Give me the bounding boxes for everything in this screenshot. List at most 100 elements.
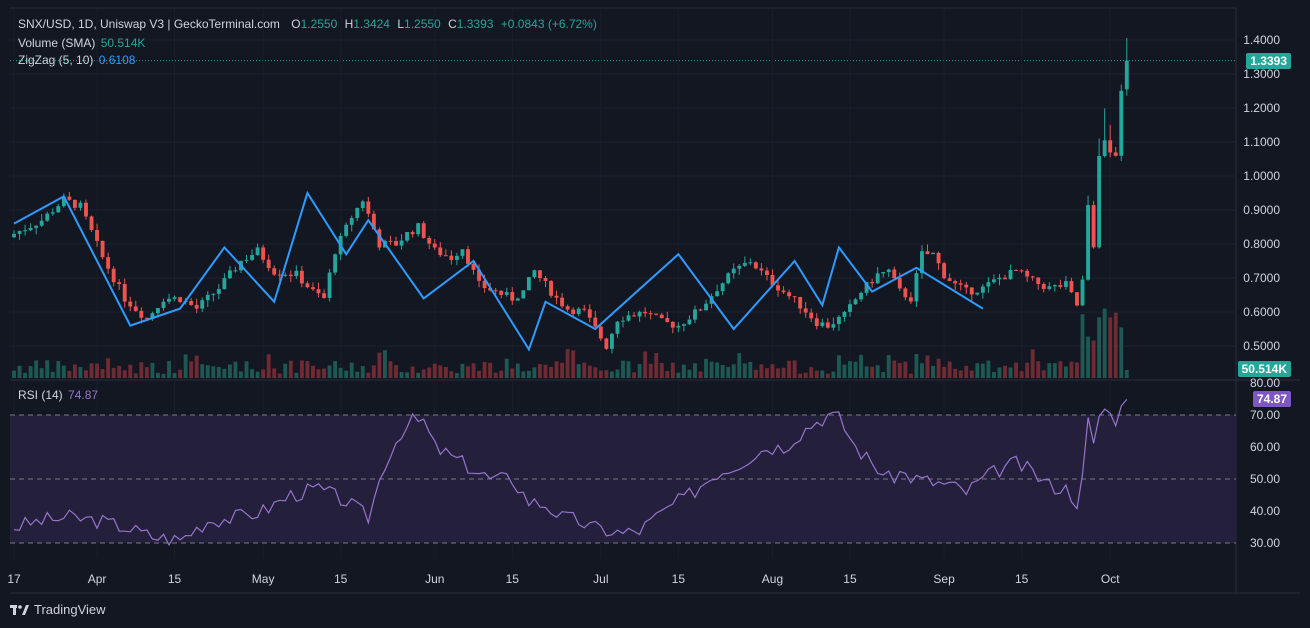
candle-body <box>704 303 708 311</box>
volume-bar <box>449 371 454 378</box>
rsi-tick-label: 30.00 <box>1250 536 1280 550</box>
volume-bar <box>543 364 548 378</box>
volume-bar <box>554 361 559 378</box>
candle-body <box>222 278 227 290</box>
volume-bar <box>360 366 365 378</box>
candle-body <box>676 325 681 328</box>
candle-body <box>532 270 537 278</box>
volume-bar <box>549 366 553 378</box>
volume-bar <box>139 362 144 378</box>
candle-body <box>681 324 686 326</box>
tradingview-logo[interactable]: TradingView <box>10 602 106 617</box>
volume-bar <box>704 358 708 378</box>
rsi-value: 74.87 <box>68 388 99 402</box>
volume-bar <box>969 370 974 378</box>
candle-body <box>327 272 332 298</box>
candle-body <box>842 311 847 317</box>
time-tick-label: 15 <box>843 572 857 586</box>
candle-body <box>848 304 852 312</box>
candle-body <box>288 274 293 277</box>
volume-bar <box>1036 361 1041 378</box>
zigzag-label: ZigZag (5, 10) <box>18 53 94 67</box>
candle-body <box>360 201 365 208</box>
volume-bar <box>659 362 664 378</box>
volume-bar <box>294 372 299 378</box>
candle-body <box>659 314 664 319</box>
rsi-tick-label: 60.00 <box>1250 440 1280 454</box>
candle-body <box>394 241 398 246</box>
candle-body <box>1063 281 1068 287</box>
volume-bar <box>482 361 487 378</box>
candle-body <box>670 321 675 328</box>
candle-body <box>870 281 875 284</box>
zigzag-legend[interactable]: ZigZag (5, 10) 0.6108 <box>18 53 135 67</box>
candle-body <box>56 206 61 213</box>
volume-bar <box>1080 314 1085 378</box>
candle-body <box>1036 277 1041 284</box>
volume-bar <box>980 363 985 378</box>
candle-body <box>576 308 581 314</box>
candle-body <box>831 324 836 328</box>
candle-body <box>731 268 736 274</box>
volume-bar <box>538 364 542 378</box>
candle-body <box>1014 270 1019 272</box>
candle-body <box>836 316 841 325</box>
volume-badge: 50.514K <box>1237 361 1291 377</box>
volume-bar <box>394 365 398 378</box>
candle-body <box>753 262 758 269</box>
volume-bar <box>654 353 659 378</box>
candle-body <box>12 233 16 238</box>
time-tick-label: Jul <box>593 572 608 586</box>
volume-bar <box>986 360 991 378</box>
volume-bar <box>327 365 332 378</box>
volume-bar <box>582 362 587 378</box>
volume-bar <box>72 364 77 378</box>
candle-body <box>255 247 260 256</box>
volume-bar <box>388 361 393 378</box>
volume-bar <box>892 360 897 378</box>
volume-bar <box>1030 349 1035 378</box>
candle-body <box>305 283 310 288</box>
candle-body <box>78 202 83 208</box>
candle-body <box>787 292 792 297</box>
volume-bar <box>194 355 199 378</box>
candle-body <box>538 270 542 279</box>
volume-bar <box>382 350 387 378</box>
candle-body <box>438 247 443 256</box>
candle-body <box>1025 270 1030 277</box>
candle-body <box>715 291 720 297</box>
volume-bar <box>770 364 775 378</box>
candle-body <box>1008 270 1013 280</box>
candle-body <box>106 257 111 269</box>
volume-bar <box>781 367 786 378</box>
volume-bar <box>67 370 72 378</box>
volume-bar <box>726 366 731 378</box>
zigzag-value: 0.6108 <box>98 53 136 67</box>
volume-bar <box>421 369 426 378</box>
candle-body <box>1041 283 1046 289</box>
candle-body <box>161 301 166 309</box>
volume-bar <box>1058 361 1063 378</box>
candle-body <box>1102 140 1107 156</box>
volume-bar <box>34 360 39 378</box>
volume-bar <box>825 373 830 378</box>
candle-body <box>89 216 94 231</box>
volume-bar <box>161 373 166 378</box>
rsi-legend[interactable]: RSI (14) 74.87 <box>18 388 98 402</box>
rsi-tick-label: 50.00 <box>1250 472 1280 486</box>
candle-body <box>416 223 421 235</box>
volume-bar <box>1063 366 1068 378</box>
volume-bar <box>1003 365 1007 378</box>
volume-bar <box>842 364 847 378</box>
volume-bar <box>504 358 509 378</box>
candle-body <box>67 196 72 200</box>
volume-bar <box>997 367 1002 378</box>
candle-body <box>128 301 133 307</box>
candle-body <box>133 306 138 311</box>
candle-body <box>859 292 864 300</box>
volume-bar <box>1052 363 1057 378</box>
volume-legend[interactable]: Volume (SMA) 50.514K <box>18 36 145 50</box>
candle-body <box>333 254 338 273</box>
candle-body <box>693 309 697 320</box>
